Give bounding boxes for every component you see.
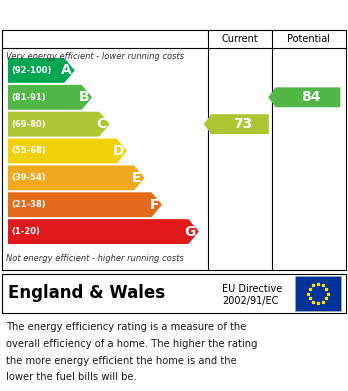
Text: lower the fuel bills will be.: lower the fuel bills will be. (6, 373, 137, 382)
Polygon shape (8, 85, 92, 110)
Polygon shape (8, 219, 199, 244)
Polygon shape (8, 165, 144, 190)
Text: England & Wales: England & Wales (8, 285, 165, 303)
Text: (69-80): (69-80) (11, 120, 46, 129)
Polygon shape (8, 58, 75, 83)
Text: the more energy efficient the home is and the: the more energy efficient the home is an… (6, 355, 237, 366)
Text: A: A (61, 63, 72, 77)
Text: Energy Efficiency Rating: Energy Efficiency Rating (8, 7, 218, 22)
Text: (1-20): (1-20) (11, 227, 40, 236)
Text: F: F (150, 198, 159, 212)
Text: 84: 84 (301, 90, 321, 104)
Polygon shape (8, 112, 110, 136)
Polygon shape (8, 138, 127, 163)
Text: (39-54): (39-54) (11, 173, 46, 182)
Text: Current: Current (222, 34, 258, 44)
Text: 73: 73 (234, 117, 253, 131)
Text: B: B (79, 90, 89, 104)
Text: G: G (184, 224, 196, 239)
Text: (81-91): (81-91) (11, 93, 46, 102)
Text: Potential: Potential (286, 34, 330, 44)
Bar (295, 276, 341, 311)
Text: (92-100): (92-100) (11, 66, 52, 75)
Text: EU Directive: EU Directive (222, 284, 282, 294)
Text: Not energy efficient - higher running costs: Not energy efficient - higher running co… (6, 254, 184, 263)
Text: E: E (132, 171, 142, 185)
Text: D: D (113, 144, 124, 158)
Polygon shape (268, 87, 340, 107)
Polygon shape (204, 114, 269, 134)
Text: The energy efficiency rating is a measure of the: The energy efficiency rating is a measur… (6, 322, 246, 332)
Polygon shape (8, 192, 162, 217)
Text: (55-68): (55-68) (11, 147, 46, 156)
Text: Very energy efficient - lower running costs: Very energy efficient - lower running co… (6, 52, 184, 61)
Text: 2002/91/EC: 2002/91/EC (222, 296, 278, 306)
Text: (21-38): (21-38) (11, 200, 46, 209)
Text: overall efficiency of a home. The higher the rating: overall efficiency of a home. The higher… (6, 339, 258, 349)
Text: C: C (96, 117, 106, 131)
